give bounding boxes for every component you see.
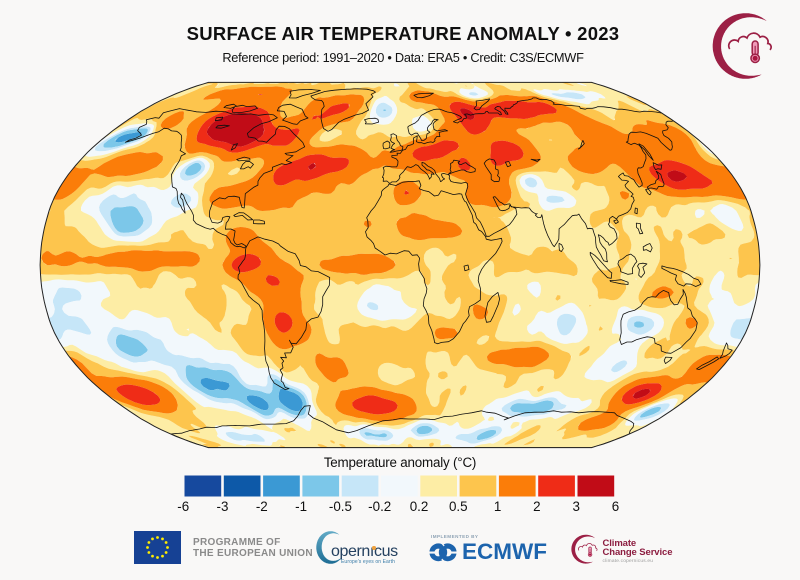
svg-text:0.2: 0.2 xyxy=(410,499,429,514)
svg-text:6: 6 xyxy=(612,499,619,514)
svg-text:-0.5: -0.5 xyxy=(329,499,352,514)
svg-text:3: 3 xyxy=(572,499,579,514)
svg-text:-2: -2 xyxy=(256,499,268,514)
svg-text:-1: -1 xyxy=(295,499,307,514)
svg-text:0.5: 0.5 xyxy=(449,499,468,514)
svg-text:-3: -3 xyxy=(217,499,229,514)
svg-text:-6: -6 xyxy=(177,499,189,514)
svg-text:1: 1 xyxy=(494,499,501,514)
svg-text:-0.2: -0.2 xyxy=(368,499,391,514)
svg-text:2: 2 xyxy=(533,499,540,514)
svg-text:Temperature anomaly (°C): Temperature anomaly (°C) xyxy=(324,455,476,470)
